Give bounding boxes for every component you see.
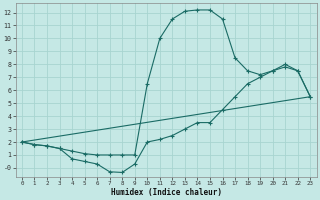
X-axis label: Humidex (Indice chaleur): Humidex (Indice chaleur) <box>111 188 221 197</box>
